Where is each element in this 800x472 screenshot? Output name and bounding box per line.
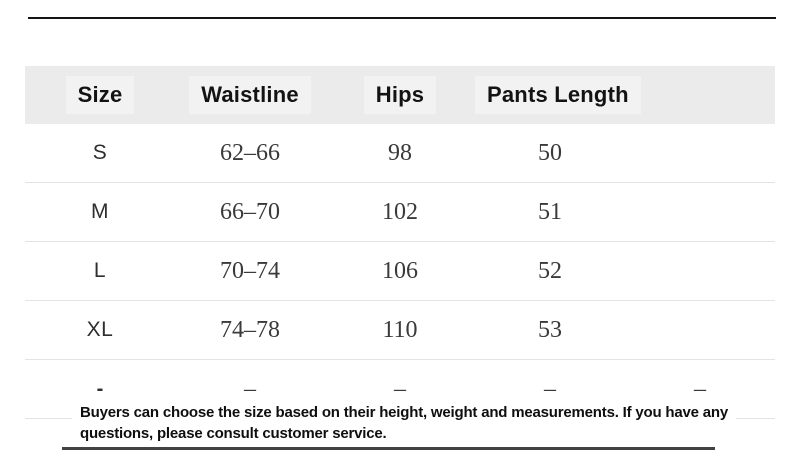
cell-hips: 98	[388, 139, 412, 166]
cell-pants-length: –	[544, 375, 556, 402]
table-row-size-xl: XL 74–78 110 53	[25, 301, 775, 360]
cell-waistline: 70–74	[220, 257, 280, 284]
cell-size: M	[91, 200, 109, 223]
table-row-size-s: S 62–66 98 50	[25, 124, 775, 183]
cell-size: L	[93, 259, 107, 282]
table-row-size-l: L 70–74 106 52	[25, 242, 775, 301]
table-header-row: Size Waistline Hips Pants Length	[25, 66, 775, 124]
cell-pants-length: 51	[538, 198, 562, 225]
cell-waistline: 66–70	[220, 198, 280, 225]
header-label-pants-length: Pants Length	[475, 76, 641, 114]
header-label-waistline: Waistline	[189, 76, 311, 114]
cell-pants-length: 53	[538, 316, 562, 343]
cell-waistline: 74–78	[220, 316, 280, 343]
size-guide-note-line2: questions, please consult customer servi…	[80, 425, 387, 442]
cell-size: -	[96, 377, 104, 400]
bottom-divider-rule	[62, 447, 715, 450]
header-cell-size: Size	[25, 76, 175, 114]
cell-waistline: 62–66	[220, 139, 280, 166]
cell-extra: –	[694, 375, 706, 402]
cell-size: XL	[86, 318, 114, 341]
cell-hips: –	[394, 375, 406, 402]
cell-size: S	[92, 141, 108, 164]
cell-pants-length: 52	[538, 257, 562, 284]
header-cell-pants-length: Pants Length	[475, 76, 641, 114]
size-chart-table: Size Waistline Hips Pants Length S 62–66…	[25, 66, 775, 419]
cell-waistline: –	[244, 375, 256, 402]
cell-hips: 106	[382, 257, 418, 284]
cell-hips: 110	[382, 316, 418, 343]
top-divider-rule	[28, 17, 776, 19]
cell-pants-length: 50	[538, 139, 562, 166]
header-label-hips: Hips	[363, 76, 437, 114]
header-cell-waistline: Waistline	[175, 76, 325, 114]
header-label-size: Size	[65, 76, 135, 114]
header-cell-hips: Hips	[325, 76, 475, 114]
table-row-size-m: M 66–70 102 51	[25, 183, 775, 242]
size-guide-note: Buyers can choose the size based on thei…	[72, 399, 737, 448]
cell-hips: 102	[382, 198, 418, 225]
size-guide-note-line1: Buyers can choose the size based on thei…	[80, 404, 729, 421]
